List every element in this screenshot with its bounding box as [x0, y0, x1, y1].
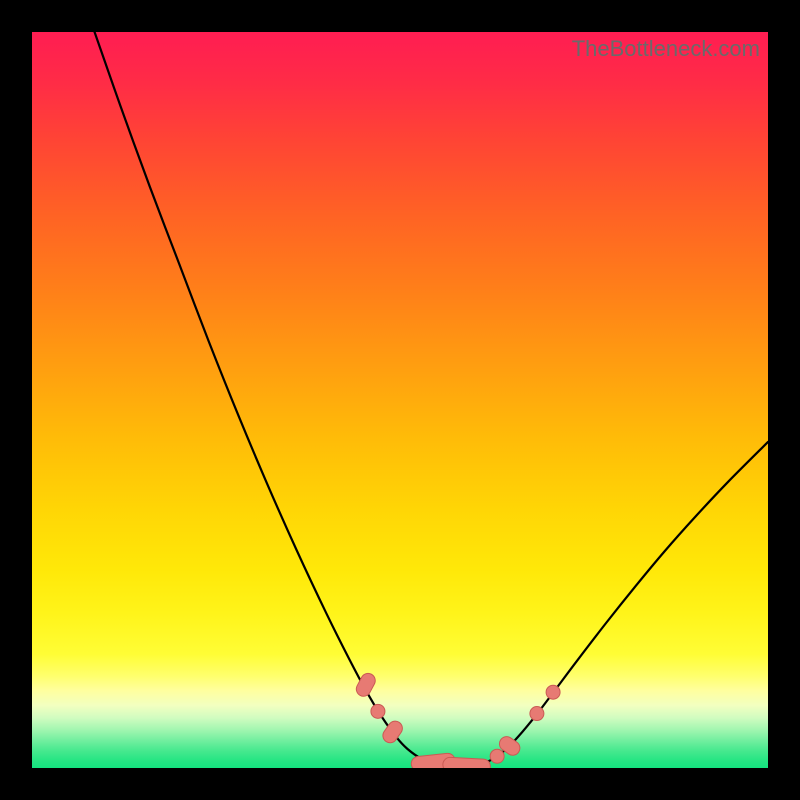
watermark-text: TheBottleneck.com	[572, 36, 760, 62]
marker-dot	[371, 704, 385, 718]
curve-left	[95, 32, 459, 767]
plot-area: TheBottleneck.com	[32, 32, 768, 768]
marker-dot	[530, 707, 544, 721]
marker-pill	[443, 757, 491, 768]
chart-overlay	[32, 32, 768, 768]
marker-dot	[546, 685, 560, 699]
outer-frame: TheBottleneck.com	[0, 0, 800, 800]
marker-dot	[490, 749, 504, 763]
curve-right	[459, 442, 768, 767]
